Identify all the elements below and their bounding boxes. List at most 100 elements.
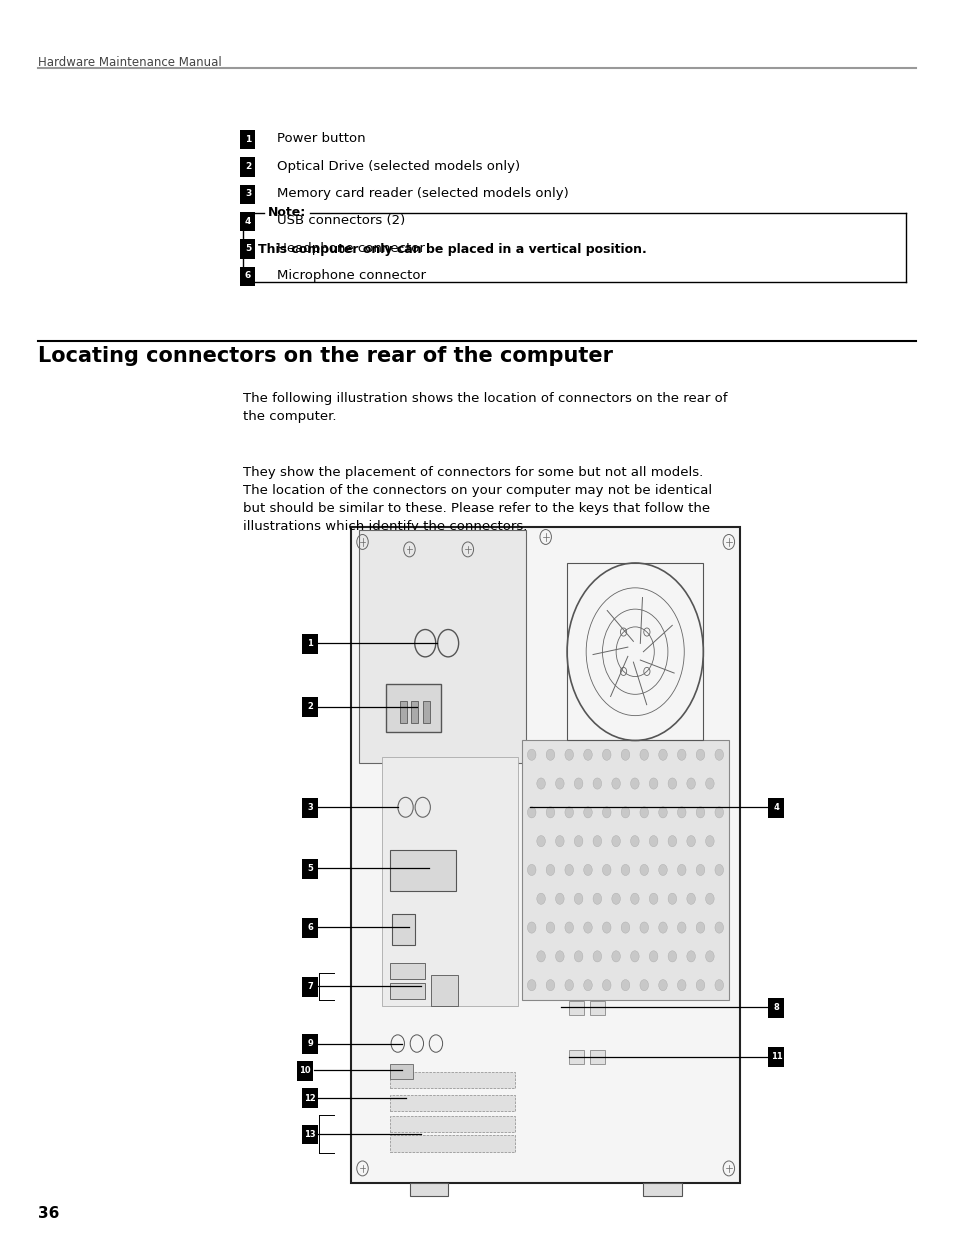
Circle shape bbox=[686, 894, 695, 905]
Bar bbox=[642, 1183, 680, 1196]
Circle shape bbox=[593, 951, 601, 962]
Bar bbox=[568, 1050, 583, 1064]
Bar bbox=[411, 701, 417, 723]
Circle shape bbox=[601, 864, 610, 875]
Circle shape bbox=[564, 750, 573, 761]
Text: 3: 3 bbox=[245, 189, 251, 199]
Circle shape bbox=[686, 951, 695, 962]
Circle shape bbox=[555, 835, 563, 846]
Circle shape bbox=[527, 807, 536, 818]
Text: Optical Drive (selected models only): Optical Drive (selected models only) bbox=[276, 160, 519, 173]
Circle shape bbox=[620, 864, 629, 875]
Circle shape bbox=[649, 778, 658, 789]
Circle shape bbox=[667, 778, 676, 789]
Circle shape bbox=[527, 750, 536, 761]
Text: 3: 3 bbox=[307, 803, 313, 812]
Circle shape bbox=[583, 864, 592, 875]
Circle shape bbox=[583, 979, 592, 991]
Circle shape bbox=[649, 951, 658, 962]
Circle shape bbox=[527, 922, 536, 933]
Circle shape bbox=[630, 951, 639, 962]
Bar bbox=[386, 685, 440, 732]
Bar bbox=[382, 757, 517, 1006]
Circle shape bbox=[677, 922, 685, 933]
Bar bbox=[422, 701, 429, 723]
Circle shape bbox=[601, 807, 610, 818]
Circle shape bbox=[564, 864, 573, 875]
Bar bbox=[589, 1001, 604, 1014]
Circle shape bbox=[574, 951, 582, 962]
Circle shape bbox=[705, 894, 714, 905]
Circle shape bbox=[639, 979, 648, 991]
Circle shape bbox=[546, 807, 554, 818]
Circle shape bbox=[527, 864, 536, 875]
Text: 2: 2 bbox=[245, 162, 251, 172]
Text: They show the placement of connectors for some but not all models.
The location : They show the placement of connectors fo… bbox=[243, 466, 712, 533]
Bar bbox=[566, 563, 702, 741]
Bar bbox=[568, 1001, 583, 1014]
FancyBboxPatch shape bbox=[301, 634, 317, 654]
FancyBboxPatch shape bbox=[239, 157, 255, 177]
Circle shape bbox=[696, 922, 704, 933]
Circle shape bbox=[714, 922, 722, 933]
Circle shape bbox=[555, 951, 563, 962]
Text: The following illustration shows the location of connectors on the rear of
the c: The following illustration shows the loc… bbox=[243, 392, 727, 423]
Circle shape bbox=[611, 894, 619, 905]
Circle shape bbox=[705, 951, 714, 962]
Circle shape bbox=[649, 835, 658, 846]
Text: Headphone connector: Headphone connector bbox=[276, 242, 424, 255]
Text: 6: 6 bbox=[245, 271, 251, 281]
Bar bbox=[410, 1183, 448, 1196]
FancyBboxPatch shape bbox=[239, 267, 255, 286]
Text: 9: 9 bbox=[307, 1039, 313, 1048]
Text: Hardware Maintenance Manual: Hardware Maintenance Manual bbox=[38, 56, 222, 68]
Circle shape bbox=[611, 951, 619, 962]
Text: This computer only can be placed in a vertical position.: This computer only can be placed in a ve… bbox=[257, 244, 645, 256]
Bar bbox=[390, 983, 425, 999]
Circle shape bbox=[658, 979, 666, 991]
Circle shape bbox=[714, 979, 722, 991]
Text: 13: 13 bbox=[304, 1130, 315, 1139]
Bar bbox=[522, 741, 728, 999]
Bar bbox=[390, 1064, 413, 1079]
Circle shape bbox=[564, 922, 573, 933]
FancyBboxPatch shape bbox=[301, 977, 317, 997]
Circle shape bbox=[593, 778, 601, 789]
Text: 5: 5 bbox=[307, 864, 313, 873]
FancyBboxPatch shape bbox=[239, 184, 255, 204]
Circle shape bbox=[555, 894, 563, 905]
Bar bbox=[390, 1135, 514, 1152]
Circle shape bbox=[611, 835, 619, 846]
Circle shape bbox=[555, 778, 563, 789]
Text: 1: 1 bbox=[245, 134, 251, 144]
Text: 4: 4 bbox=[245, 216, 251, 226]
FancyBboxPatch shape bbox=[301, 697, 317, 717]
Text: 5: 5 bbox=[245, 244, 251, 254]
Circle shape bbox=[546, 750, 554, 761]
Circle shape bbox=[620, 750, 629, 761]
FancyBboxPatch shape bbox=[301, 1089, 317, 1109]
Circle shape bbox=[639, 807, 648, 818]
Circle shape bbox=[658, 807, 666, 818]
Circle shape bbox=[714, 750, 722, 761]
Circle shape bbox=[630, 835, 639, 846]
Circle shape bbox=[601, 979, 610, 991]
Circle shape bbox=[686, 778, 695, 789]
Text: Note:: Note: bbox=[268, 206, 306, 219]
Text: 10: 10 bbox=[299, 1066, 311, 1075]
Circle shape bbox=[639, 864, 648, 875]
Bar bbox=[390, 1071, 514, 1088]
FancyBboxPatch shape bbox=[767, 998, 783, 1018]
Circle shape bbox=[564, 979, 573, 991]
Bar bbox=[431, 976, 457, 1007]
Circle shape bbox=[546, 864, 554, 875]
Circle shape bbox=[620, 922, 629, 933]
Circle shape bbox=[696, 807, 704, 818]
Circle shape bbox=[696, 979, 704, 991]
Circle shape bbox=[583, 922, 592, 933]
Text: 4: 4 bbox=[773, 803, 779, 812]
Circle shape bbox=[574, 778, 582, 789]
Circle shape bbox=[620, 807, 629, 818]
Circle shape bbox=[667, 894, 676, 905]
FancyBboxPatch shape bbox=[301, 859, 317, 879]
